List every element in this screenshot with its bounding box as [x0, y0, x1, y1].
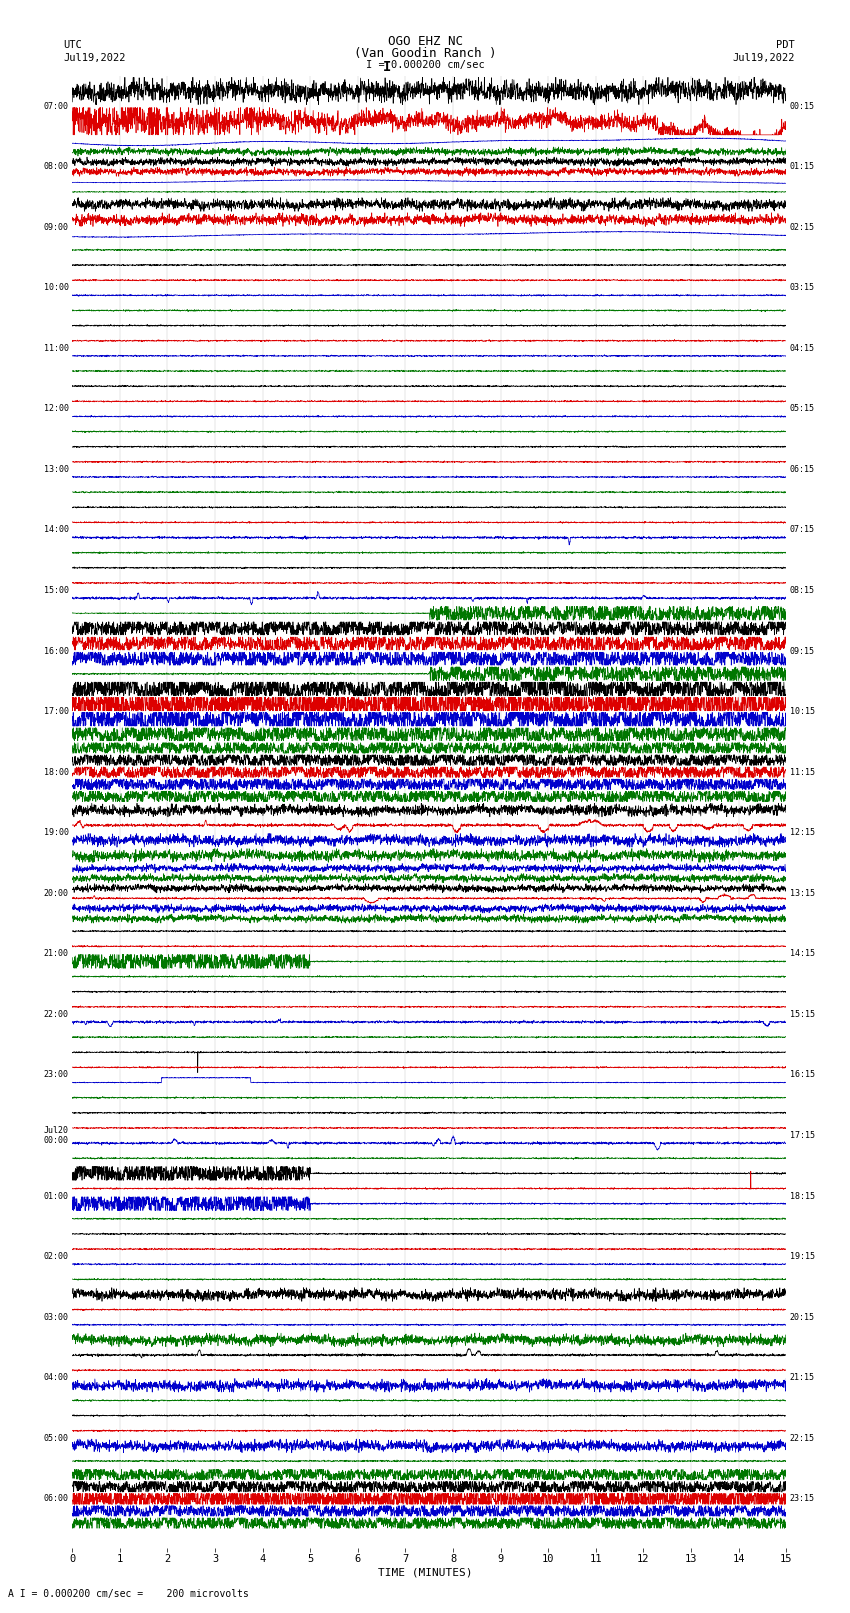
- Text: 12:15: 12:15: [790, 827, 815, 837]
- Text: 08:00: 08:00: [43, 163, 69, 171]
- Text: 11:00: 11:00: [43, 344, 69, 353]
- Text: 14:15: 14:15: [790, 950, 815, 958]
- Text: 20:00: 20:00: [43, 889, 69, 898]
- Text: 08:15: 08:15: [790, 586, 815, 595]
- Text: 09:00: 09:00: [43, 223, 69, 232]
- Text: 21:00: 21:00: [43, 950, 69, 958]
- Text: 23:00: 23:00: [43, 1071, 69, 1079]
- Text: 10:15: 10:15: [790, 706, 815, 716]
- Text: 13:00: 13:00: [43, 465, 69, 474]
- Text: 21:15: 21:15: [790, 1373, 815, 1382]
- Text: 18:15: 18:15: [790, 1192, 815, 1200]
- Text: I: I: [382, 60, 391, 74]
- Text: UTC: UTC: [64, 40, 82, 50]
- Text: 02:00: 02:00: [43, 1252, 69, 1261]
- Text: 06:00: 06:00: [43, 1494, 69, 1503]
- Text: 01:15: 01:15: [790, 163, 815, 171]
- Text: 11:15: 11:15: [790, 768, 815, 777]
- Text: 04:00: 04:00: [43, 1373, 69, 1382]
- Text: 06:15: 06:15: [790, 465, 815, 474]
- Text: 22:00: 22:00: [43, 1010, 69, 1019]
- Text: 20:15: 20:15: [790, 1313, 815, 1321]
- Text: 10:00: 10:00: [43, 284, 69, 292]
- Text: 15:15: 15:15: [790, 1010, 815, 1019]
- Text: (Van Goodin Ranch ): (Van Goodin Ranch ): [354, 47, 496, 60]
- Text: 03:00: 03:00: [43, 1313, 69, 1321]
- Text: OGO EHZ NC: OGO EHZ NC: [388, 35, 462, 48]
- Text: 12:00: 12:00: [43, 405, 69, 413]
- Text: I = 0.000200 cm/sec: I = 0.000200 cm/sec: [366, 60, 484, 69]
- Text: 02:15: 02:15: [790, 223, 815, 232]
- Text: 05:00: 05:00: [43, 1434, 69, 1442]
- Text: 16:15: 16:15: [790, 1071, 815, 1079]
- Text: 17:15: 17:15: [790, 1131, 815, 1140]
- Text: TIME (MINUTES): TIME (MINUTES): [377, 1568, 473, 1578]
- Text: 09:15: 09:15: [790, 647, 815, 655]
- Text: 05:15: 05:15: [790, 405, 815, 413]
- Text: 22:15: 22:15: [790, 1434, 815, 1442]
- Text: 13:15: 13:15: [790, 889, 815, 898]
- Text: 04:15: 04:15: [790, 344, 815, 353]
- Text: 14:00: 14:00: [43, 526, 69, 534]
- Text: 07:15: 07:15: [790, 526, 815, 534]
- Text: 03:15: 03:15: [790, 284, 815, 292]
- Text: 01:00: 01:00: [43, 1192, 69, 1200]
- Text: 19:15: 19:15: [790, 1252, 815, 1261]
- Text: 18:00: 18:00: [43, 768, 69, 777]
- Text: 23:15: 23:15: [790, 1494, 815, 1503]
- Text: 15:00: 15:00: [43, 586, 69, 595]
- Text: Jul20
00:00: Jul20 00:00: [43, 1126, 69, 1145]
- Text: 19:00: 19:00: [43, 827, 69, 837]
- Text: 00:15: 00:15: [790, 102, 815, 111]
- Text: A I = 0.000200 cm/sec =    200 microvolts: A I = 0.000200 cm/sec = 200 microvolts: [8, 1589, 249, 1598]
- Text: Jul19,2022: Jul19,2022: [732, 53, 795, 63]
- Text: Jul19,2022: Jul19,2022: [64, 53, 127, 63]
- Text: 07:00: 07:00: [43, 102, 69, 111]
- Text: 16:00: 16:00: [43, 647, 69, 655]
- Text: 17:00: 17:00: [43, 706, 69, 716]
- Text: PDT: PDT: [776, 40, 795, 50]
